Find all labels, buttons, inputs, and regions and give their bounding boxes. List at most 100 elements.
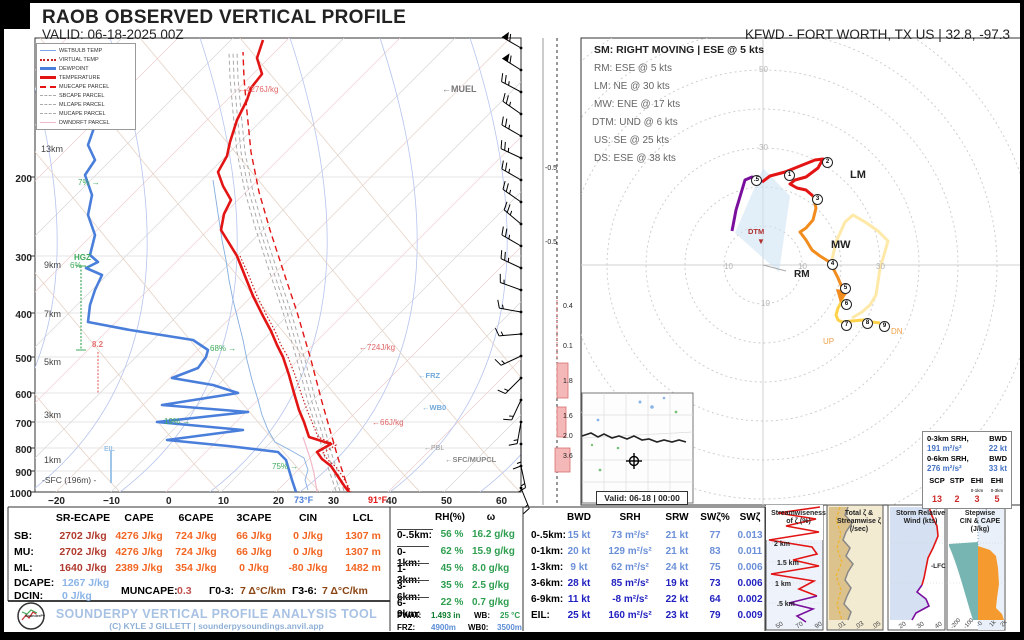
bwd-0-3-label: BWD — [989, 434, 1007, 443]
storm-motion-rm: RM: ESE @ 5 kts — [594, 63, 672, 74]
panel-title-line: Total ζ & — [844, 510, 874, 517]
legend-label: MLCAPE PARCEL — [59, 101, 105, 108]
temp-tick: 0 — [166, 496, 172, 507]
kin-value: 73 m²/s² — [611, 530, 649, 541]
kin-value: 19 kt — [665, 578, 689, 589]
thermo-header: 3CAPE — [236, 512, 272, 524]
pressure-label: 500 — [15, 354, 32, 365]
page-title: RAOB OBSERVED VERTICAL PROFILE — [42, 7, 407, 28]
w-value: 15.9 g/kg — [472, 546, 515, 557]
rh-header: RH(%) — [435, 512, 465, 523]
legend-item: SBCAPE PARCEL — [40, 91, 132, 100]
ehi03-label: EHI — [990, 476, 1004, 485]
legend-label: DWNDRFT PARCEL — [59, 119, 110, 126]
kin-value: 20 kt — [567, 546, 591, 557]
srh-0-6-label: 0-6km SRH, — [927, 454, 969, 463]
station-info: KFWD - FORT WORTH, TX US | 32.8, -97.3 — [744, 27, 1010, 42]
thermo-value: -80 J/kg — [288, 562, 328, 574]
kin-row-label: 0-.5km: — [531, 530, 567, 541]
panel-title-line: Stepwise — [964, 510, 996, 517]
cape-annotation: ←4276J/kg — [238, 85, 279, 94]
ehi03-value: 5 — [994, 494, 1000, 504]
storm-motion-dtm: DTM: UND @ 6 kts — [592, 117, 678, 128]
bwd-0-3-value: 22 kt — [988, 444, 1007, 453]
scp-value: 13 — [931, 494, 942, 504]
map-valid-label: Valid: 06-18 | 00:00 — [596, 491, 688, 505]
rh6-annotation: 6% → — [70, 261, 92, 270]
legend-item: WETBULB TEMP — [40, 46, 132, 55]
rh-value: 62 % — [440, 546, 464, 557]
hodo-ring-label: 10 — [724, 262, 733, 271]
omega-label: -0.5 — [545, 165, 558, 172]
panel-title-line: Storm Relative — [895, 510, 946, 517]
ehi01-sub: 0-1km — [970, 488, 984, 493]
storm-motion-us: US: SE @ 25 kts — [594, 135, 670, 146]
legend-item: VIRTUAL TEMP — [40, 55, 132, 64]
kin-value: 73 — [709, 578, 721, 589]
legend-label: MUECAPE PARCEL — [59, 83, 110, 90]
kin-value: 79 — [709, 610, 721, 621]
w-value: 0.7 g/kg — [472, 597, 510, 608]
height-label: 1km — [44, 455, 62, 465]
legend-label: MUCAPE PARCEL — [59, 110, 106, 117]
bwd-0-6-label: BWD — [989, 454, 1007, 463]
dcape-value: 1267 J/kg — [62, 577, 110, 589]
kin-value: 85 m²/s² — [611, 578, 649, 589]
thermo-value: 0 J/kg — [239, 562, 269, 574]
rh7-annotation: 7% → — [78, 178, 100, 187]
bwd-0-6-value: 33 kt — [988, 464, 1007, 473]
mucape-line-sample — [40, 113, 56, 114]
omega-label: 1.8 — [563, 378, 573, 385]
figure-canvas: RAOB OBSERVED VERTICAL PROFILE VALID: 06… — [4, 3, 1020, 632]
kin-value: 23 kt — [665, 610, 689, 621]
sbcape-line-sample — [40, 95, 56, 96]
pressure-label: 800 — [15, 445, 32, 456]
lapse03-label: Γ0-3: — [209, 585, 234, 597]
temp-tick: −10 — [103, 496, 120, 507]
wb-label: WB: — [474, 611, 490, 620]
height-label: 13km — [41, 144, 64, 154]
thermo-value: 0 J/kg — [293, 530, 323, 542]
thermo-row-label: ML: — [14, 562, 33, 574]
hodo-dn-label: DN — [891, 327, 903, 336]
pressure-label: 700 — [15, 419, 32, 430]
kin-value: 22 kt — [665, 594, 689, 605]
hodo-marker: 5 — [840, 283, 851, 294]
pressure-label: 1000 — [9, 489, 32, 500]
thermo-value: 724 J/kg — [175, 530, 217, 542]
kin-value: 160 m²/s² — [608, 610, 652, 621]
kin-value: 0.013 — [737, 530, 763, 541]
hodo-ring-label: 30 — [759, 143, 768, 152]
thermo-value: 2702 J/kg — [59, 546, 107, 558]
panel-title-line: Streamwiseness — [771, 510, 826, 517]
kin-header: SWζ — [739, 512, 761, 523]
legend-item: MUCAPE PARCEL — [40, 109, 132, 118]
hodo-marker: 1 — [784, 170, 795, 181]
lapse36-value: 7 Δ°C/km — [322, 585, 368, 597]
srh-0-3-label: 0-3km SRH, — [927, 434, 969, 443]
lapse03-value: 7 Δ°C/km — [240, 585, 286, 597]
kin-value: 83 — [709, 546, 721, 557]
legend-label: TEMPERATURE — [59, 74, 101, 81]
rh68-annotation: 68% → — [210, 344, 237, 353]
legend-item: MUECAPE PARCEL — [40, 82, 132, 91]
pressure-label: 900 — [15, 468, 32, 479]
kin-value: 0.002 — [737, 594, 763, 605]
hodo-lm-label: LM — [850, 169, 866, 181]
hodo-up-label: UP — [823, 337, 835, 346]
legend-label: SBCAPE PARCEL — [59, 92, 105, 99]
hodo-marker: 8 — [862, 318, 873, 329]
rh-value: 22 % — [440, 597, 464, 608]
hgz-annotation: HGZ — [74, 253, 91, 262]
rh75-annotation: 75% → — [272, 462, 299, 471]
virtual-temp-line-sample — [40, 58, 56, 61]
temp-tick: 40 — [386, 496, 398, 507]
wetbulb-line-sample — [40, 50, 56, 51]
hodo-rm-label: RM — [794, 269, 810, 280]
thermo-header: CIN — [298, 512, 318, 524]
panel-title-line: Streamwise ζ — [836, 518, 882, 525]
thermo-value: 66 J/kg — [236, 530, 272, 542]
temperature-line-sample — [40, 76, 56, 79]
panel-title-line: Wind (kts) — [903, 518, 938, 525]
